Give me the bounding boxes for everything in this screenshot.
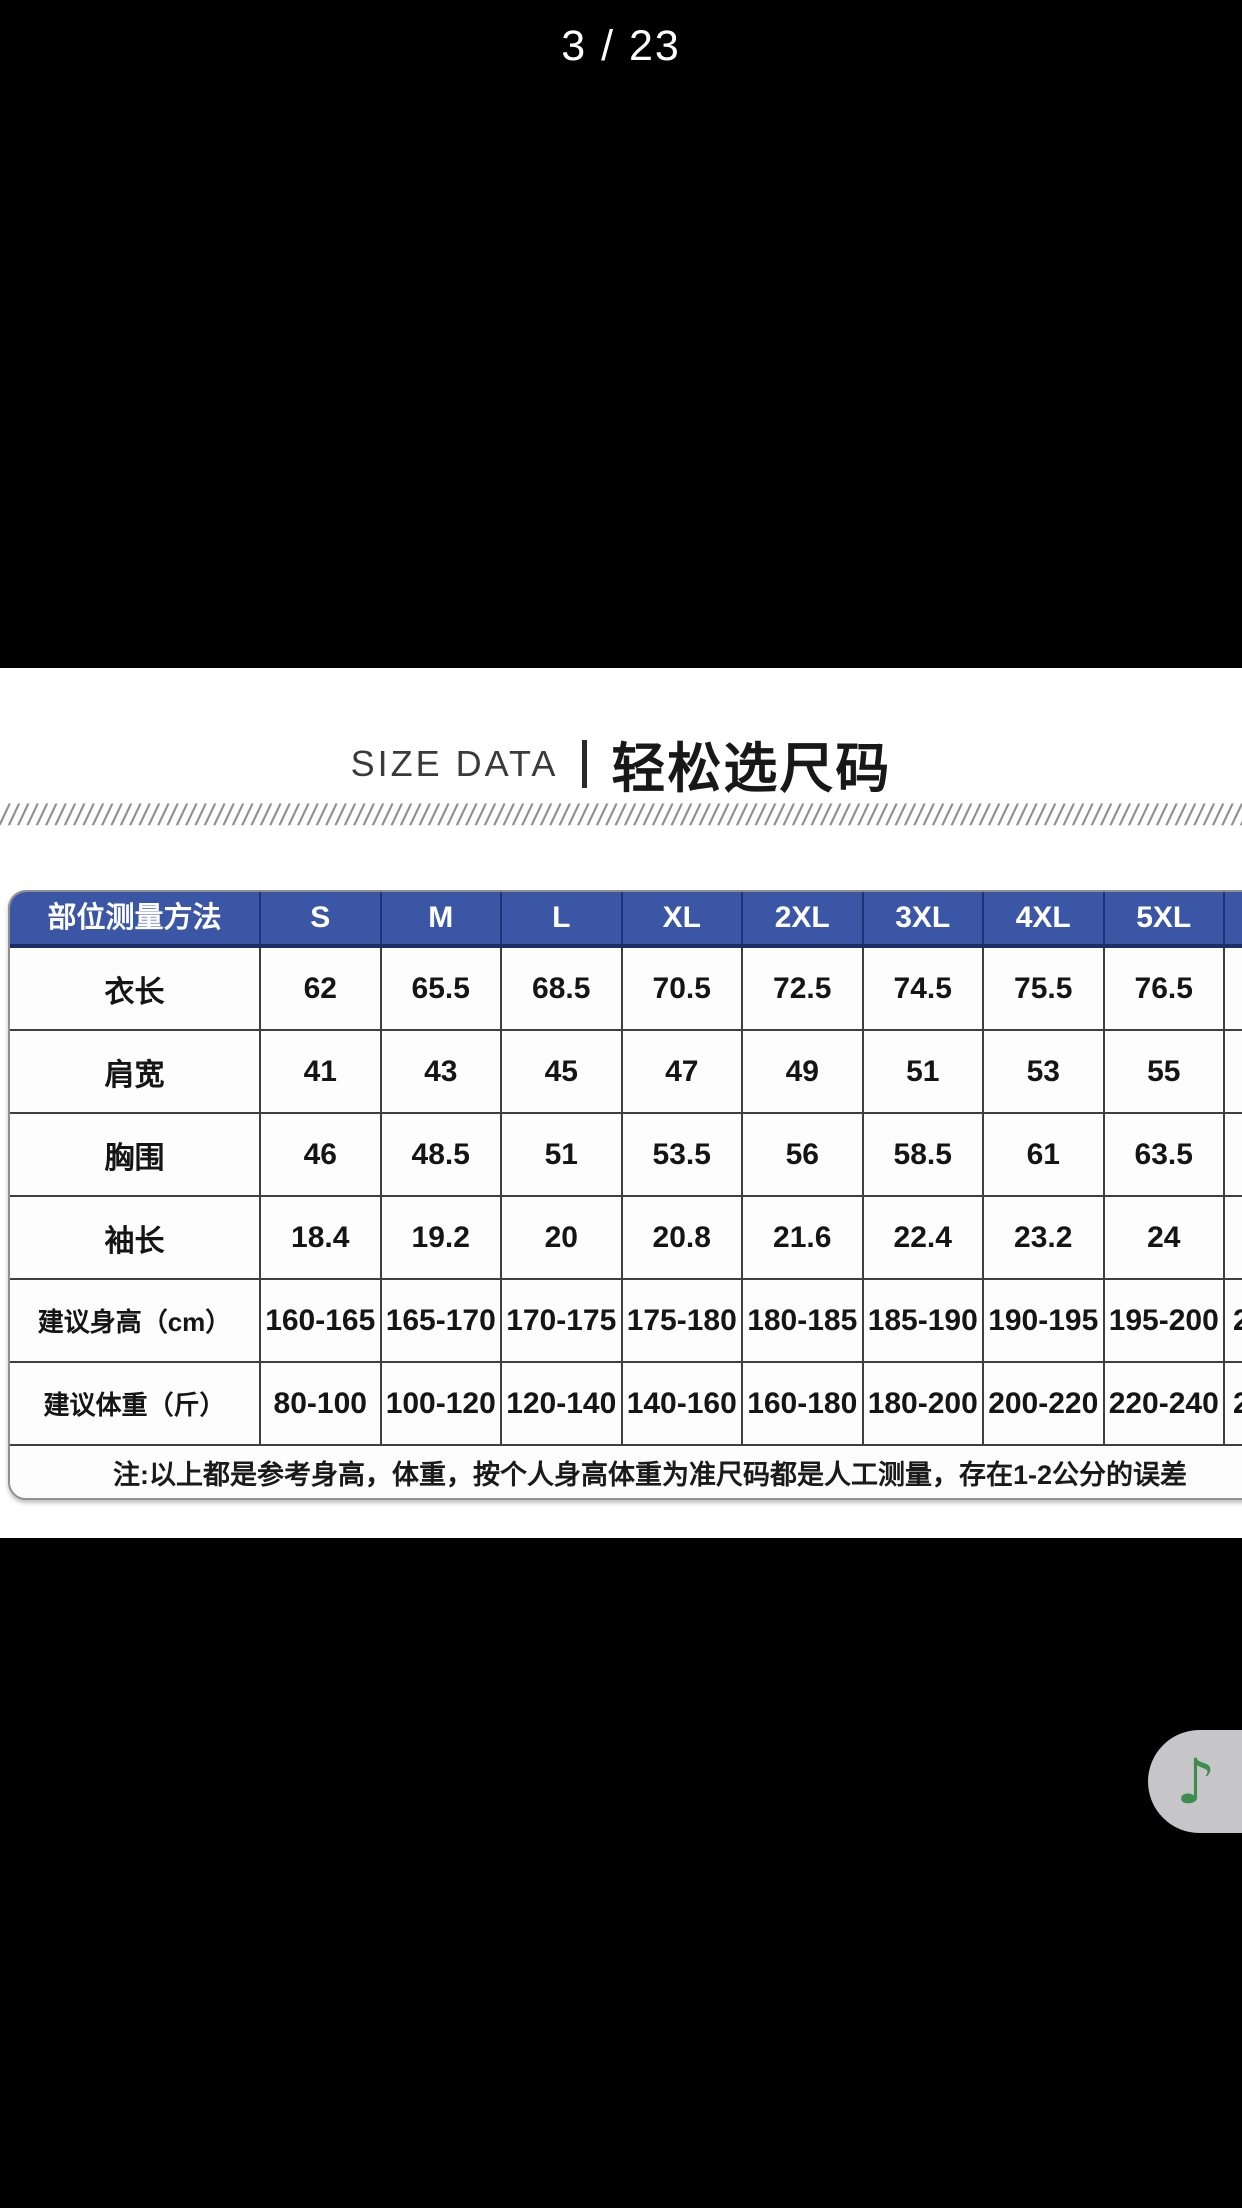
cell-value (1223, 1114, 1242, 1195)
header-cell-measure: 部位测量方法 (47, 902, 222, 934)
cell-value: 75.5 (982, 948, 1103, 1029)
cell-value: 21.6 (741, 1197, 862, 1278)
cell-value: 100-120 (379, 1363, 501, 1444)
cell-value: 49 (741, 1031, 862, 1112)
row-label: 衣长 (104, 975, 165, 1009)
cell-value: 51 (861, 1031, 983, 1112)
table-row: 衣长 62 65.5 68.5 70.5 72.5 74.5 75.5 76.5 (10, 948, 1242, 1031)
cell-value: 51 (500, 1114, 621, 1195)
cell-value: 43 (379, 1031, 501, 1112)
header-cell-size: L (500, 892, 621, 944)
row-label: 胸围 (104, 1141, 165, 1175)
cell-value: 200-220 (982, 1363, 1103, 1444)
cell-value: 76.5 (1102, 948, 1224, 1029)
header-cell-size: 2XL (741, 892, 862, 944)
cell-value: 68.5 (500, 948, 621, 1029)
table-row: 建议体重（斤） 80-100 100-120 120-140 140-160 160-18… (10, 1363, 1242, 1446)
cell-value: 45 (500, 1031, 621, 1112)
cell-value: 20 (500, 1197, 621, 1278)
cell-value: 24 (1102, 1197, 1224, 1278)
cell-value: 61 (982, 1114, 1103, 1195)
size-table-note: 注:以上都是参考身高，体重，按个人身高体重为准尺码都是人工测量，存在1-2公分的… (112, 1459, 1187, 1490)
cell-value: 140-160 (620, 1363, 742, 1444)
cell-value: 170-175 (500, 1280, 621, 1361)
header-cell-size: XL (620, 892, 742, 944)
header-cell-size (1223, 892, 1242, 944)
product-gallery-image[interactable]: SIZE DATA 轻松选尺码 ////////////////////////… (0, 668, 1242, 1538)
music-toggle-button[interactable]: ♪ (1148, 1730, 1242, 1833)
cell-value: 20.8 (620, 1197, 742, 1278)
row-label: 肩宽 (104, 1058, 165, 1092)
cell-value: 185-190 (861, 1280, 983, 1361)
table-row: 肩宽 41 43 45 47 49 51 53 55 (10, 1031, 1242, 1114)
table-row: 胸围 46 48.5 51 53.5 56 58.5 61 63.5 (10, 1114, 1242, 1197)
table-row: 建议身高（cm） 160-165 165-170 170-175 175-180 180-… (10, 1280, 1242, 1363)
size-table-note-row: 注:以上都是参考身高，体重，按个人身高体重为准尺码都是人工测量，存在1-2公分的… (10, 1446, 1242, 1498)
slash-divider: ////////////////////////////////////////… (0, 800, 1242, 832)
cell-value: 53 (982, 1031, 1103, 1112)
cell-value (1223, 948, 1242, 1029)
size-table: 部位测量方法 S M L XL 2XL 3XL 4XL 5XL 衣长 62 65.5 68.5 70.5… (8, 890, 1242, 1500)
cell-value: 56 (741, 1114, 862, 1195)
size-table-header-row: 部位测量方法 S M L XL 2XL 3XL 4XL 5XL (10, 892, 1242, 948)
cell-value: 63.5 (1102, 1114, 1224, 1195)
cell-value: 65.5 (379, 948, 501, 1029)
cell-value: 20 (1223, 1280, 1242, 1361)
cell-value: 41 (259, 1031, 380, 1112)
cell-value: 18.4 (259, 1197, 380, 1278)
row-label: 袖长 (104, 1224, 165, 1258)
cell-value: 19.2 (379, 1197, 501, 1278)
header-cell-size: 3XL (861, 892, 983, 944)
cell-value: 74.5 (861, 948, 983, 1029)
size-table-viewport: 部位测量方法 S M L XL 2XL 3XL 4XL 5XL 衣长 62 65.5 68.5 70.5… (0, 890, 1242, 1530)
title-separator-bar (582, 739, 588, 788)
cell-value: 120-140 (500, 1363, 621, 1444)
cell-value: 180-200 (861, 1363, 983, 1444)
cell-value: 58.5 (861, 1114, 983, 1195)
size-chart-title-en: SIZE DATA (350, 742, 559, 784)
header-cell-size: S (259, 892, 380, 944)
cell-value: 70.5 (620, 948, 742, 1029)
size-chart-title: SIZE DATA 轻松选尺码 (0, 724, 1242, 803)
row-label: 建议身高（cm） (37, 1307, 232, 1337)
size-chart-title-zh: 轻松选尺码 (611, 739, 892, 799)
cell-value: 53.5 (620, 1114, 742, 1195)
cell-value: 46 (259, 1114, 380, 1195)
cell-value: 160-165 (259, 1280, 380, 1361)
cell-value: 47 (620, 1031, 742, 1112)
cell-value: 165-170 (379, 1280, 501, 1361)
cell-value: 62 (259, 948, 380, 1029)
cell-value: 24 (1223, 1363, 1242, 1444)
gallery-page-indicator: 3 / 23 (561, 22, 681, 70)
header-cell-size: 5XL (1102, 892, 1224, 944)
header-cell-size: M (379, 892, 501, 944)
cell-value: 55 (1102, 1031, 1224, 1112)
header-cell-size: 4XL (982, 892, 1103, 944)
cell-value: 180-185 (741, 1280, 862, 1361)
cell-value: 22.4 (861, 1197, 983, 1278)
cell-value: 23.2 (982, 1197, 1103, 1278)
row-label: 建议体重（斤） (43, 1390, 226, 1420)
cell-value: 220-240 (1102, 1363, 1224, 1444)
cell-value: 195-200 (1102, 1280, 1224, 1361)
cell-value: 160-180 (741, 1363, 862, 1444)
cell-value: 48.5 (379, 1114, 501, 1195)
music-note-icon: ♪ (1176, 1744, 1216, 1818)
size-table-body: 衣长 62 65.5 68.5 70.5 72.5 74.5 75.5 76.5 肩宽 41 43 45… (10, 948, 1242, 1446)
table-row: 袖长 18.4 19.2 20 20.8 21.6 22.4 23.2 24 (10, 1197, 1242, 1280)
cell-value: 72.5 (741, 948, 862, 1029)
cell-value (1223, 1031, 1242, 1112)
cell-value: 80-100 (259, 1363, 380, 1444)
cell-value: 190-195 (982, 1280, 1103, 1361)
cell-value (1223, 1197, 1242, 1278)
cell-value: 175-180 (620, 1280, 742, 1361)
